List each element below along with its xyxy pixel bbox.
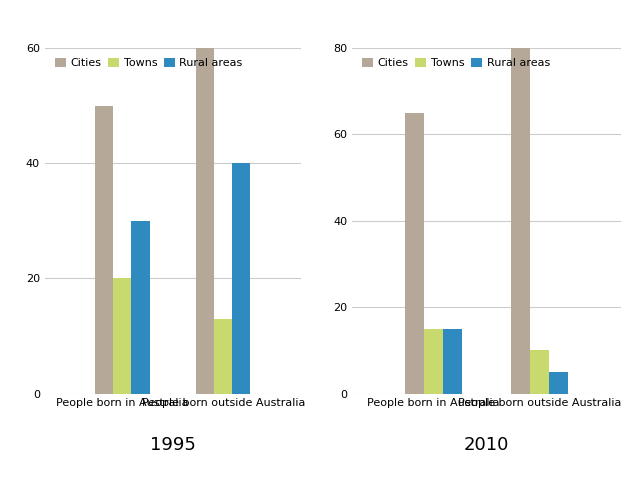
Bar [214, 319, 232, 394]
Bar [443, 329, 462, 394]
Bar [549, 372, 568, 394]
Legend: Cities, Towns, Rural areas: Cities, Towns, Rural areas [358, 54, 554, 72]
Legend: Cities, Towns, Rural areas: Cities, Towns, Rural areas [51, 54, 247, 72]
Bar [511, 48, 530, 394]
Bar [232, 163, 250, 394]
Bar [113, 278, 131, 394]
Bar [424, 329, 443, 394]
Bar [530, 350, 549, 394]
X-axis label: 2010: 2010 [464, 436, 509, 454]
Bar [131, 221, 150, 394]
X-axis label: 1995: 1995 [150, 436, 196, 454]
Bar [196, 48, 214, 394]
Bar [405, 113, 424, 394]
Bar [95, 106, 113, 394]
